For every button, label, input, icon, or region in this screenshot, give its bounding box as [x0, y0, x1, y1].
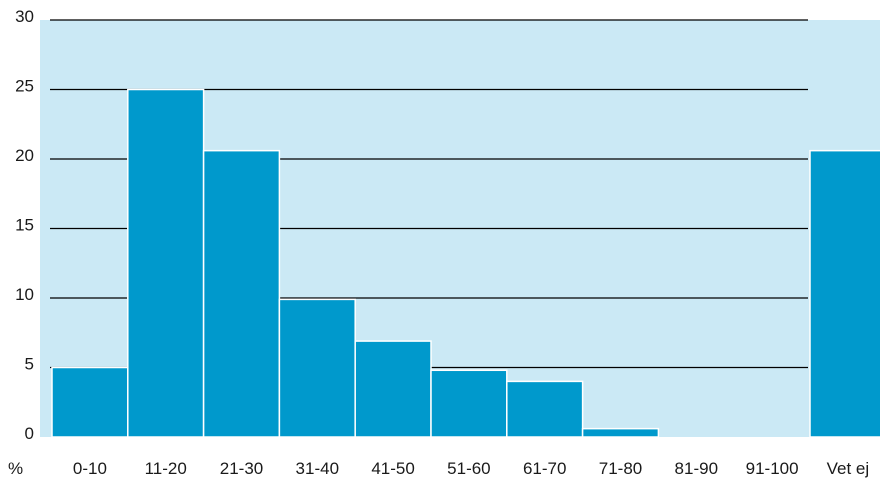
bar-71-80: [581, 427, 660, 438]
x-tick-label: 61-70: [523, 459, 566, 478]
x-tick-label: 91-100: [746, 459, 799, 478]
y-tick-label: 25: [15, 77, 34, 96]
x-tick-label: 0-10: [73, 459, 107, 478]
bar-31-40: [278, 298, 356, 438]
y-tick-label: 0: [25, 424, 34, 443]
x-tick-label: 21-30: [220, 459, 263, 478]
bar-41-50: [354, 340, 432, 438]
x-tick-label: 51-60: [447, 459, 490, 478]
x-tick-label: 11-20: [145, 459, 187, 478]
bar-0-10: [51, 366, 129, 438]
y-tick-label: 15: [15, 216, 34, 235]
y-axis-label: %: [8, 459, 23, 478]
bar-51-60: [430, 369, 508, 438]
x-tick-label: 31-40: [296, 459, 339, 478]
y-tick-label: 10: [15, 285, 34, 304]
bar-Vet ej: [809, 149, 880, 438]
x-axis-tick-labels: 0-10 11-20 21-30 31-40 41-50 51-60 61-70 71-80 8…: [73, 459, 869, 478]
bar-11-20: [127, 88, 205, 438]
bar-61-70: [506, 380, 584, 438]
y-tick-label: 20: [15, 146, 34, 165]
bars: [51, 88, 880, 438]
y-tick-label: 30: [15, 7, 34, 26]
x-tick-label: 81-90: [675, 459, 718, 478]
x-tick-label: 71-80: [599, 459, 642, 478]
y-tick-label: 5: [25, 355, 34, 374]
x-tick-label: 41-50: [371, 459, 414, 478]
y-axis-tick-labels: 0 5 10 15 20 25 30: [15, 7, 34, 443]
x-tick-label: Vet ej: [827, 459, 870, 478]
bar-21-30: [202, 149, 281, 438]
